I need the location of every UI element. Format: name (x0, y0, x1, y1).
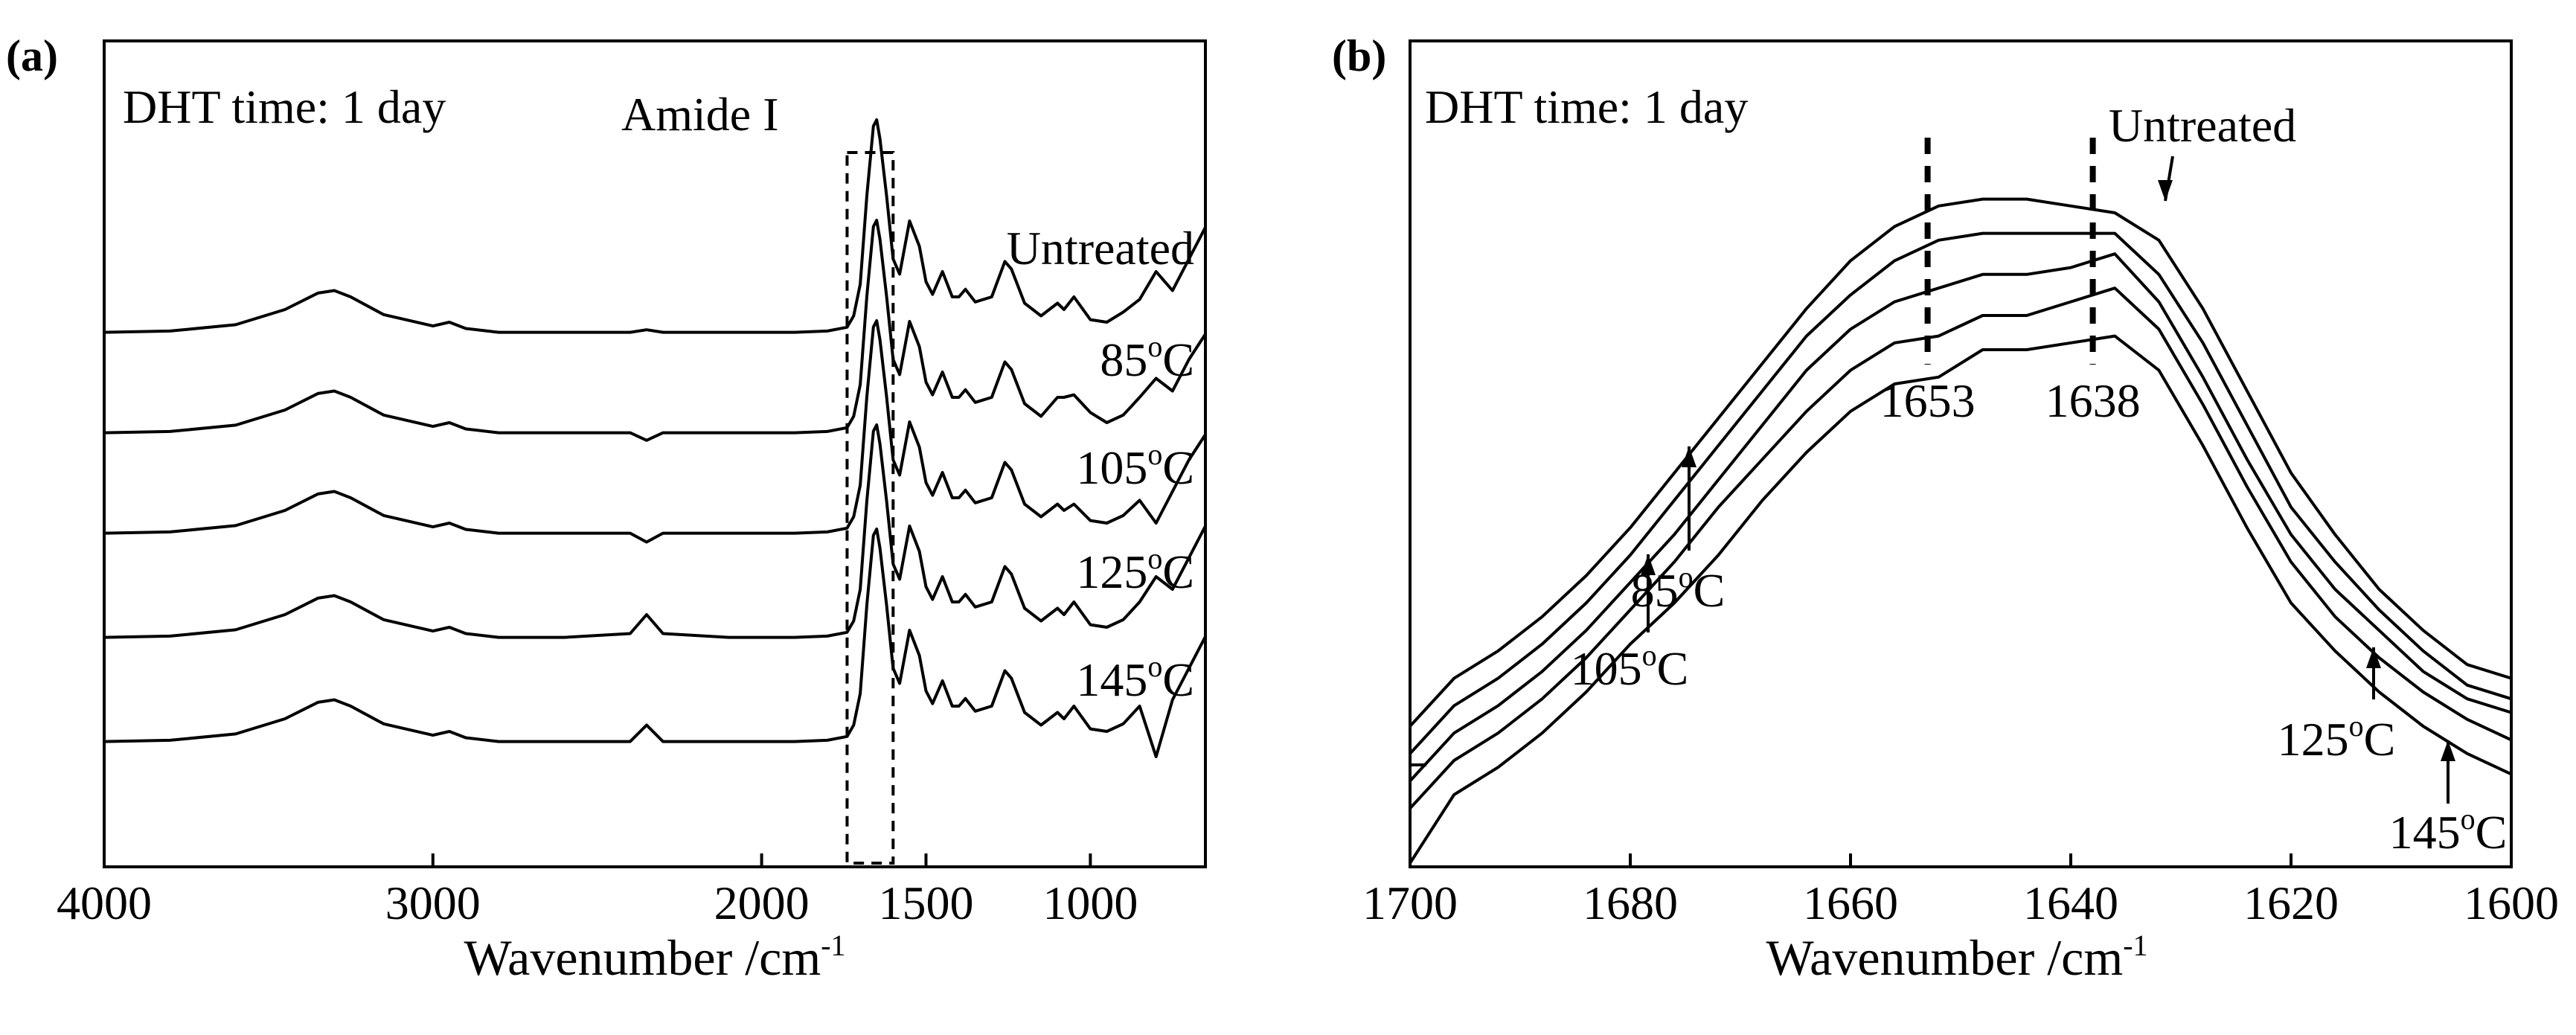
panel-b: (b) DHT time: 1 day 1653 1638 1700 1680 166… (1332, 31, 2559, 986)
panel-b-label: (b) (1332, 31, 1386, 80)
panel-a-condition-note: DHT time: 1 day (123, 80, 446, 133)
series-arrowhead (2366, 647, 2381, 668)
series-line (1409, 286, 2512, 810)
series-label: 105oC (1076, 438, 1194, 494)
x-tick-label: 1640 (2023, 877, 2118, 929)
series-label: 125oC (1076, 542, 1194, 598)
peak-marker-label: 1653 (1880, 374, 1976, 427)
x-tick-label: 1600 (2464, 877, 2559, 929)
series-line (103, 319, 1207, 544)
x-tick-label: 1700 (1362, 877, 1458, 929)
x-tick-label: 1680 (1583, 877, 1678, 929)
series-arrowhead (1641, 554, 1656, 575)
panel-a-series-labels: Untreated 85oC 105oC 125oC 145oC (1007, 222, 1194, 706)
panel-a-x-axis: 4000 3000 2000 1500 1000 (57, 853, 1138, 929)
series-line (103, 118, 1207, 334)
x-tick-label: 2000 (714, 877, 810, 929)
x-tick-label: 1660 (1803, 877, 1898, 929)
panel-b-peak-markers: 1653 1638 (1880, 138, 2141, 427)
series-label: 145oC (1076, 650, 1194, 706)
series-arrowhead (2158, 180, 2173, 201)
series-line (103, 528, 1207, 758)
series-line (1409, 197, 2512, 728)
panel-b-x-axis-title: Wavenumber /cm-1 (1766, 929, 2147, 986)
panel-a: (a) DHT time: 1 day Amide I 4000 3000 2000… (6, 31, 1207, 986)
series-label: 105oC (1571, 638, 1689, 695)
series-label: 145oC (2389, 802, 2508, 859)
series-label: 125oC (2278, 709, 2396, 766)
x-tick-label: 1000 (1042, 877, 1138, 929)
series-line (1409, 231, 2512, 755)
panel-a-x-axis-title: Wavenumber /cm-1 (464, 929, 845, 986)
panel-b-condition-note: DHT time: 1 day (1425, 80, 1748, 133)
series-label: 85oC (1100, 330, 1194, 386)
series-label: Untreated (2109, 99, 2296, 152)
panel-b-series (1409, 197, 2512, 865)
series-label: Untreated (1007, 222, 1194, 275)
series-line (1409, 334, 2512, 865)
x-tick-label: 1620 (2243, 877, 2339, 929)
panel-a-label: (a) (6, 31, 58, 80)
series-line (103, 219, 1207, 442)
peak-marker-label: 1638 (2045, 374, 2141, 427)
series-line (103, 423, 1207, 639)
x-tick-label: 1500 (878, 877, 973, 929)
panel-a-plot-frame (103, 39, 1207, 868)
x-tick-label: 3000 (385, 877, 481, 929)
panel-a-amide-label: Amide I (621, 88, 779, 141)
series-arrowhead (1682, 446, 1696, 467)
x-tick-label: 4000 (57, 877, 152, 929)
panel-a-series (103, 118, 1207, 758)
panel-b-plot-frame (1409, 39, 2513, 868)
panel-b-x-axis: 1700 1680 1660 1640 1620 1600 (1362, 763, 2559, 929)
series-line (1409, 252, 2512, 782)
series-arrowhead (2441, 740, 2455, 761)
